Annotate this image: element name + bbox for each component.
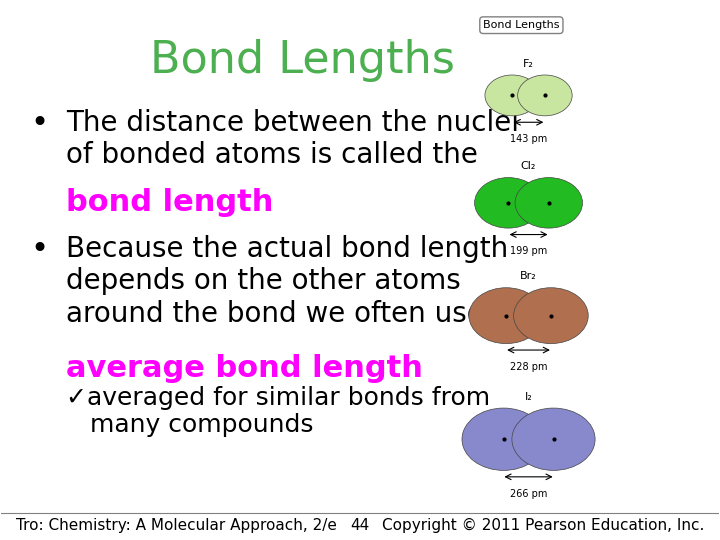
Text: Bond Lengths: Bond Lengths [483, 20, 559, 30]
Text: I₂: I₂ [525, 392, 532, 402]
Text: 143 pm: 143 pm [510, 134, 547, 144]
Circle shape [513, 288, 588, 343]
Text: •: • [30, 235, 48, 264]
Text: Bond Lengths: Bond Lengths [150, 39, 455, 82]
Circle shape [485, 75, 539, 116]
Circle shape [518, 75, 572, 116]
Circle shape [515, 178, 582, 228]
Text: average bond length: average bond length [66, 354, 423, 383]
Text: ✓averaged for similar bonds from
   many compounds: ✓averaged for similar bonds from many co… [66, 386, 490, 437]
Text: F₂: F₂ [523, 58, 534, 69]
Circle shape [462, 408, 545, 470]
Text: Cl₂: Cl₂ [521, 161, 536, 171]
Text: 228 pm: 228 pm [510, 362, 547, 372]
Circle shape [512, 408, 595, 470]
Circle shape [474, 178, 542, 228]
Text: Br₂: Br₂ [520, 271, 537, 281]
Text: 266 pm: 266 pm [510, 489, 547, 498]
Text: 44: 44 [351, 518, 369, 532]
Text: Tro: Chemistry: A Molecular Approach, 2/e: Tro: Chemistry: A Molecular Approach, 2/… [16, 518, 337, 532]
Text: Because the actual bond length
depends on the other atoms
around the bond we oft: Because the actual bond length depends o… [66, 235, 538, 328]
Text: The distance between the nuclei
of bonded atoms is called the: The distance between the nuclei of bonde… [66, 109, 519, 169]
Circle shape [469, 288, 544, 343]
Text: Copyright © 2011 Pearson Education, Inc.: Copyright © 2011 Pearson Education, Inc. [382, 518, 704, 532]
Text: 199 pm: 199 pm [510, 246, 547, 256]
Text: •: • [30, 109, 48, 138]
Text: bond length: bond length [66, 188, 274, 217]
